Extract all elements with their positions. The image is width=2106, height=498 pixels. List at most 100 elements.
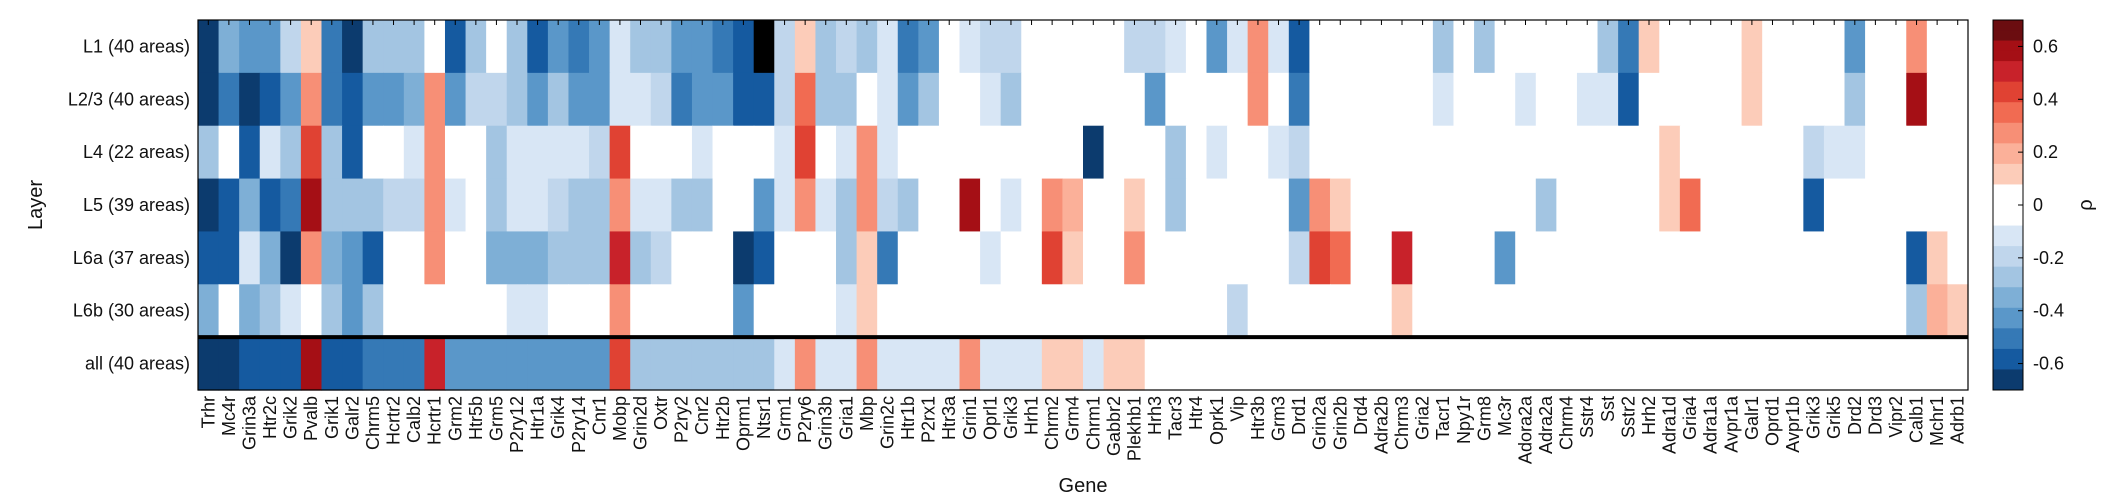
colorbar-segment xyxy=(1993,163,2023,175)
heatmap-cell xyxy=(1165,20,1187,74)
heatmap-cell xyxy=(815,125,837,180)
heatmap-cell xyxy=(753,72,775,127)
colorbar-segment xyxy=(1993,266,2023,278)
heatmap-cell xyxy=(547,337,570,391)
heatmap-cell xyxy=(1062,125,1084,180)
heatmap-cell xyxy=(980,337,1002,391)
heatmap-cell xyxy=(1762,125,1784,180)
x-tick-label: Grin3a xyxy=(239,395,259,450)
colorbar-tick-label: 0 xyxy=(2033,195,2043,215)
heatmap-cell xyxy=(486,231,508,285)
heatmap-cell xyxy=(1597,178,1619,233)
heatmap-cell xyxy=(1638,284,1660,338)
heatmap-cell xyxy=(444,284,467,338)
heatmap-cell xyxy=(1556,72,1578,127)
heatmap-cell xyxy=(1021,337,1043,391)
heatmap-cell xyxy=(1597,72,1619,127)
colorbar xyxy=(1992,19,2024,391)
x-tick-label: Gria1 xyxy=(836,396,856,440)
heatmap-cell xyxy=(1494,72,1516,127)
heatmap-cell xyxy=(794,20,817,74)
heatmap-cell xyxy=(1659,337,1681,391)
x-tick-label: Grin3b xyxy=(816,396,836,450)
x-tick-label: Htr2c xyxy=(260,396,280,439)
heatmap-cell xyxy=(1288,231,1310,285)
heatmap-cell xyxy=(1083,20,1105,74)
heatmap-cell xyxy=(259,231,281,285)
heatmap-cell xyxy=(1947,125,1969,180)
heatmap-cell xyxy=(321,231,343,285)
heatmap-cell xyxy=(1391,72,1413,127)
colorbar-tick-label: 0.6 xyxy=(2033,36,2058,56)
heatmap-cell xyxy=(794,178,817,233)
heatmap-cell xyxy=(1103,72,1125,127)
heatmap-cell xyxy=(980,231,1002,285)
heatmap-cell xyxy=(1350,231,1372,285)
heatmap-cell xyxy=(877,284,899,338)
heatmap-cell xyxy=(1474,231,1496,285)
heatmap-cell xyxy=(959,284,981,338)
heatmap-cell xyxy=(1597,125,1619,180)
heatmap-cell xyxy=(959,20,981,74)
heatmap-cell xyxy=(1206,337,1228,391)
heatmap-cell xyxy=(424,72,446,127)
heatmap-cell xyxy=(218,231,240,285)
heatmap-cell xyxy=(774,178,796,233)
heatmap-cell xyxy=(259,284,281,338)
heatmap-cell xyxy=(300,337,323,391)
x-axis-title: Gene xyxy=(1059,475,1108,497)
heatmap-cell xyxy=(1206,284,1228,338)
heatmap-cell xyxy=(691,125,714,180)
heatmap-cell xyxy=(1268,178,1290,233)
heatmap-cell xyxy=(547,178,570,233)
heatmap-cell xyxy=(1453,337,1475,391)
heatmap-cell xyxy=(1721,231,1743,285)
heatmap-cell xyxy=(1926,72,1949,127)
colorbar-title: ρ xyxy=(2075,199,2097,210)
heatmap-cell xyxy=(1762,337,1784,391)
heatmap-cell xyxy=(1885,284,1907,338)
heatmap-cell xyxy=(856,125,878,180)
heatmap-cell xyxy=(1247,72,1269,127)
heatmap-cell xyxy=(1083,125,1105,180)
x-tick-label: Chrm4 xyxy=(1557,396,1577,450)
x-tick-label: Htr3b xyxy=(1248,396,1268,440)
heatmap-cell xyxy=(568,231,590,285)
x-tick-label: Adora2a xyxy=(1516,395,1536,464)
heatmap-cell xyxy=(1227,72,1249,127)
heatmap-cell xyxy=(1823,337,1846,391)
heatmap-cell xyxy=(1618,20,1640,74)
heatmap-cell xyxy=(1432,231,1455,285)
colorbar-segment xyxy=(1993,215,2023,227)
heatmap-cell xyxy=(733,72,755,127)
heatmap-cell xyxy=(1227,284,1249,338)
heatmap-cell xyxy=(1700,178,1722,233)
heatmap-cell xyxy=(1391,231,1413,285)
colorbar-segment xyxy=(1993,276,2023,288)
heatmap-cell xyxy=(938,178,961,233)
heatmap-cell xyxy=(568,337,590,391)
y-tick-label: L6b (30 areas) xyxy=(73,301,190,321)
heatmap-cell xyxy=(897,284,919,338)
heatmap-cell xyxy=(1391,178,1413,233)
x-tick-label: Adra1a xyxy=(1701,395,1721,454)
heatmap-cell xyxy=(1021,72,1043,127)
heatmap-cell xyxy=(1371,337,1393,391)
heatmap-cell xyxy=(1700,20,1722,74)
heatmap-cell xyxy=(218,20,240,74)
x-tick-label: Oprm1 xyxy=(733,396,753,451)
heatmap-cell xyxy=(342,337,364,391)
heatmap-cell xyxy=(1350,284,1372,338)
heatmap-cell xyxy=(856,337,878,391)
colorbar-segment xyxy=(1993,235,2023,247)
heatmap-cell xyxy=(980,178,1002,233)
heatmap-cell xyxy=(1865,337,1887,391)
x-tick-label: Grm1 xyxy=(775,396,795,441)
heatmap-cell xyxy=(1947,337,1969,391)
heatmap-cell xyxy=(547,72,570,127)
x-tick-label: Htr1a xyxy=(528,395,548,440)
colorbar-segment xyxy=(1993,71,2023,83)
heatmap-cell xyxy=(1721,178,1743,233)
heatmap-cell xyxy=(1083,337,1105,391)
x-tick-label: Galr2 xyxy=(342,396,362,440)
